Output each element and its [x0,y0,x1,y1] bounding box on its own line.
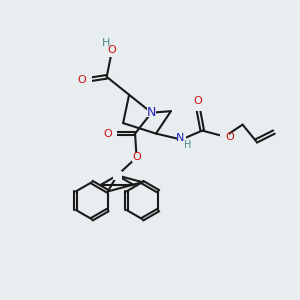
Text: O: O [77,75,86,85]
Bar [147,109,156,117]
Bar [177,135,186,144]
Text: O: O [226,132,234,142]
Bar [220,132,230,141]
Text: O: O [103,129,112,139]
Text: H: H [184,140,191,150]
Text: O: O [132,152,141,163]
Text: N: N [147,106,156,119]
Bar [108,129,118,138]
Bar [104,49,119,57]
Text: H: H [102,38,110,48]
Text: O: O [107,45,116,55]
Text: N: N [176,133,184,143]
Bar [113,171,122,180]
Bar [132,153,141,162]
Bar [193,103,202,111]
Text: O: O [194,96,202,106]
Bar [82,76,92,84]
